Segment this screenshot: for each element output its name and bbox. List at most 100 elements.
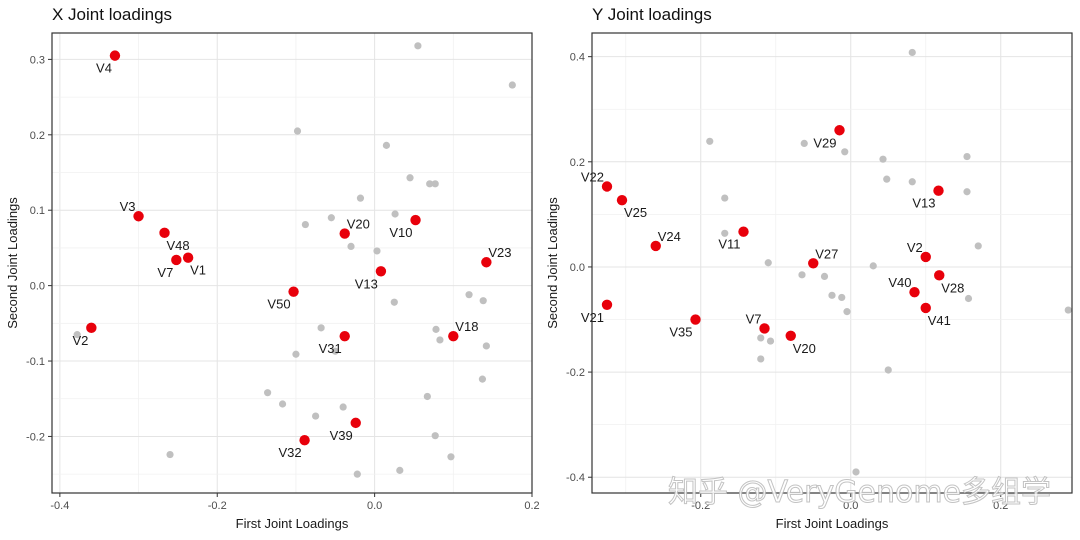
- other-point: [465, 291, 473, 299]
- highlight-point-v48: [159, 227, 170, 239]
- other-point: [884, 366, 892, 374]
- x-panel-background: [52, 33, 532, 493]
- highlight-point-v20: [339, 228, 350, 239]
- x-tick-label: -0.2: [691, 500, 710, 512]
- other-point: [908, 178, 916, 186]
- watermark-text: 知乎 @VeryGenome多组学: [668, 475, 1051, 510]
- x-tick-label: -0.4: [50, 500, 69, 512]
- x-panel-x-ticks: -0.4 -0.2 0.0 0.2: [50, 493, 540, 512]
- y-panel-y-axis-label: Second Joint Loadings: [545, 197, 560, 329]
- x-tick-label: 0.2: [993, 500, 1008, 512]
- other-point: [721, 194, 729, 202]
- other-point: [390, 298, 398, 306]
- highlight-point-v35: [690, 314, 701, 325]
- other-point: [293, 127, 302, 135]
- point-label-v41: V41: [928, 313, 951, 328]
- other-point: [312, 412, 320, 420]
- x-tick-label: 0.2: [524, 500, 539, 512]
- y-tick-label: 0.0: [30, 281, 45, 293]
- other-point: [391, 210, 399, 218]
- point-label-v7: V7: [157, 265, 173, 280]
- other-point: [406, 174, 414, 182]
- other-point: [292, 350, 300, 358]
- y-panel-title: Y Joint loadings: [592, 5, 712, 24]
- y-panel-y-ticks: -0.4 -0.2 0.0 0.2 0.4: [566, 52, 592, 484]
- point-label-v40: V40: [888, 275, 911, 290]
- other-point: [843, 308, 851, 316]
- highlight-point-v39: [350, 417, 361, 429]
- other-point: [852, 468, 860, 476]
- other-point: [347, 242, 355, 251]
- other-point: [382, 141, 391, 149]
- highlight-point-v24: [650, 240, 661, 252]
- other-point: [766, 337, 775, 345]
- other-point: [396, 466, 404, 474]
- x-panel-y-axis-label: Second Joint Loadings: [5, 197, 20, 329]
- other-point: [426, 180, 434, 188]
- other-point: [356, 194, 365, 202]
- highlight-point-v50: [288, 286, 299, 297]
- point-label-v20: V20: [347, 217, 370, 232]
- point-label-v29: V29: [813, 135, 836, 150]
- highlight-point-v22: [601, 181, 613, 192]
- other-point: [869, 262, 877, 270]
- point-label-v2: V2: [907, 240, 923, 255]
- point-label-v10: V10: [389, 225, 412, 240]
- other-point: [482, 342, 490, 350]
- other-point: [331, 347, 339, 355]
- x-panel-title: X Joint loadings: [52, 5, 172, 24]
- point-label-v31: V31: [319, 341, 342, 356]
- y-panel-other-points: [706, 48, 1072, 476]
- other-point: [447, 453, 455, 461]
- point-label-v18: V18: [455, 319, 478, 334]
- other-point: [414, 42, 422, 50]
- y-tick-label: 0.1: [30, 205, 45, 217]
- point-label-v13: V13: [912, 196, 935, 211]
- other-point: [478, 375, 487, 383]
- x-tick-label: -0.2: [208, 500, 227, 512]
- x-tick-label: 0.0: [843, 500, 858, 512]
- x-tick-label: 0.0: [367, 500, 382, 512]
- point-label-v32: V32: [278, 445, 301, 460]
- highlight-point-v41: [920, 302, 931, 314]
- other-point: [820, 272, 829, 281]
- highlight-point-v40: [909, 286, 920, 298]
- y-tick-label: -0.1: [26, 356, 45, 368]
- other-point: [963, 152, 971, 161]
- point-label-v28: V28: [941, 280, 964, 295]
- other-point: [706, 137, 714, 145]
- highlight-point-v4: [109, 50, 121, 61]
- other-point: [800, 139, 808, 147]
- point-label-v13: V13: [355, 276, 378, 291]
- other-point: [436, 336, 444, 344]
- highlight-point-v28: [934, 270, 945, 281]
- highlight-point-v23: [481, 257, 492, 268]
- highlight-point-v10: [410, 214, 421, 226]
- other-point: [479, 297, 487, 305]
- other-point: [431, 180, 439, 188]
- other-point: [166, 450, 174, 459]
- other-point: [339, 403, 347, 411]
- other-point: [508, 81, 516, 89]
- x-panel-point-labels: V4 V3 V48 V7 V1 V2 V50 V20 V10 V13 V23 V18 V31 V39 V32: [72, 61, 511, 461]
- other-point: [301, 220, 309, 229]
- other-point: [73, 331, 81, 339]
- point-label-v39: V39: [330, 428, 353, 443]
- y-panel-x-ticks: -0.2 0.0 0.2: [691, 493, 1008, 512]
- point-label-v4: V4: [96, 61, 112, 76]
- highlight-point-v13: [933, 185, 944, 196]
- highlight-point-v7: [759, 323, 770, 334]
- other-point: [353, 470, 361, 478]
- highlight-point-v20: [785, 330, 796, 342]
- point-label-v50: V50: [267, 297, 290, 312]
- other-point: [278, 400, 287, 408]
- y-tick-label: 0.2: [570, 157, 585, 169]
- highlight-point-v18: [448, 330, 459, 342]
- point-label-v27: V27: [815, 246, 838, 261]
- other-point: [883, 175, 891, 183]
- other-point: [327, 214, 335, 222]
- other-point: [838, 293, 846, 302]
- highlight-point-v2: [920, 251, 931, 263]
- highlight-point-v25: [616, 194, 628, 206]
